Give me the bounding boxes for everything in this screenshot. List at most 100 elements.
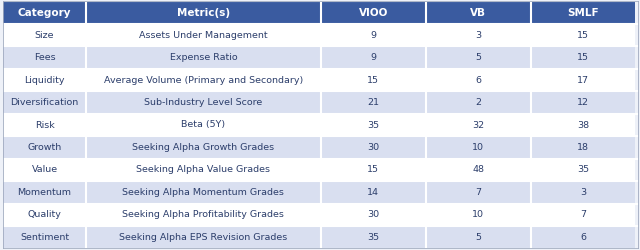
Bar — [86, 69, 321, 91]
Bar — [321, 91, 426, 114]
Text: Risk: Risk — [35, 120, 54, 130]
Bar — [3, 204, 86, 226]
Bar — [426, 226, 531, 248]
Text: Momentum: Momentum — [17, 188, 72, 197]
Bar — [531, 91, 636, 114]
Text: 32: 32 — [472, 120, 484, 130]
Bar — [86, 226, 321, 248]
Bar — [531, 159, 636, 181]
Bar — [86, 91, 321, 114]
Text: Seeking Alpha EPS Revision Grades: Seeking Alpha EPS Revision Grades — [119, 233, 287, 242]
Text: 3: 3 — [475, 30, 481, 40]
Text: 15: 15 — [577, 30, 589, 40]
Text: 14: 14 — [367, 188, 380, 197]
Bar — [321, 24, 426, 46]
Bar — [321, 226, 426, 248]
Bar — [3, 24, 86, 46]
Bar — [426, 69, 531, 91]
Bar — [531, 69, 636, 91]
Text: Quality: Quality — [28, 210, 61, 220]
Text: 9: 9 — [371, 30, 376, 40]
Bar — [531, 136, 636, 159]
Text: Size: Size — [35, 30, 54, 40]
Bar — [426, 91, 531, 114]
Bar — [426, 114, 531, 136]
Text: Growth: Growth — [28, 143, 61, 152]
Text: Value: Value — [31, 166, 58, 174]
Text: VIOO: VIOO — [358, 8, 388, 18]
Text: Seeking Alpha Value Grades: Seeking Alpha Value Grades — [136, 166, 271, 174]
Bar — [321, 136, 426, 159]
Bar — [426, 24, 531, 46]
Text: Metric(s): Metric(s) — [177, 8, 230, 18]
Bar — [86, 136, 321, 159]
Bar — [3, 114, 86, 136]
Text: 10: 10 — [472, 143, 484, 152]
Text: Liquidity: Liquidity — [24, 76, 65, 84]
Bar — [321, 181, 426, 204]
Text: 17: 17 — [577, 76, 589, 84]
Text: 7: 7 — [475, 188, 481, 197]
Bar — [426, 136, 531, 159]
Bar — [531, 24, 636, 46]
Text: 35: 35 — [367, 120, 380, 130]
Bar — [3, 136, 86, 159]
Bar — [531, 181, 636, 204]
Text: 35: 35 — [367, 233, 380, 242]
Bar — [531, 114, 636, 136]
Bar — [426, 2, 531, 24]
Text: 15: 15 — [367, 76, 380, 84]
Text: VB: VB — [470, 8, 486, 18]
Bar — [86, 2, 321, 24]
Bar — [531, 204, 636, 226]
Bar — [86, 181, 321, 204]
Bar — [3, 181, 86, 204]
Bar — [3, 226, 86, 248]
Text: 38: 38 — [577, 120, 589, 130]
Bar — [321, 2, 426, 24]
Text: Seeking Alpha Profitability Grades: Seeking Alpha Profitability Grades — [122, 210, 284, 220]
Bar — [426, 204, 531, 226]
Text: 48: 48 — [472, 166, 484, 174]
Text: Fees: Fees — [34, 53, 56, 62]
Text: 5: 5 — [475, 53, 481, 62]
Bar — [3, 46, 86, 69]
Bar — [86, 159, 321, 181]
Text: Sub-Industry Level Score: Sub-Industry Level Score — [144, 98, 262, 107]
Bar — [86, 114, 321, 136]
Bar — [426, 181, 531, 204]
Text: Expense Ratio: Expense Ratio — [170, 53, 237, 62]
Bar — [86, 46, 321, 69]
Text: Sentiment: Sentiment — [20, 233, 69, 242]
Text: 18: 18 — [577, 143, 589, 152]
Text: 12: 12 — [577, 98, 589, 107]
Text: 6: 6 — [580, 233, 586, 242]
Text: Seeking Alpha Momentum Grades: Seeking Alpha Momentum Grades — [122, 188, 284, 197]
Text: 15: 15 — [577, 53, 589, 62]
Text: 30: 30 — [367, 210, 380, 220]
Text: Beta (5Y): Beta (5Y) — [181, 120, 225, 130]
Bar — [531, 46, 636, 69]
Bar — [3, 159, 86, 181]
Text: 10: 10 — [472, 210, 484, 220]
Text: 6: 6 — [475, 76, 481, 84]
Text: 5: 5 — [475, 233, 481, 242]
Text: Category: Category — [18, 8, 71, 18]
Text: 30: 30 — [367, 143, 380, 152]
Text: 2: 2 — [475, 98, 481, 107]
Bar — [321, 46, 426, 69]
Bar — [86, 204, 321, 226]
Bar — [426, 46, 531, 69]
Text: 9: 9 — [371, 53, 376, 62]
Bar — [321, 159, 426, 181]
Text: 3: 3 — [580, 188, 586, 197]
Bar — [86, 24, 321, 46]
Bar — [3, 69, 86, 91]
Text: SMLF: SMLF — [567, 8, 599, 18]
Bar — [531, 226, 636, 248]
Bar — [321, 69, 426, 91]
Text: 35: 35 — [577, 166, 589, 174]
Bar — [426, 159, 531, 181]
Text: 15: 15 — [367, 166, 380, 174]
Bar — [3, 91, 86, 114]
